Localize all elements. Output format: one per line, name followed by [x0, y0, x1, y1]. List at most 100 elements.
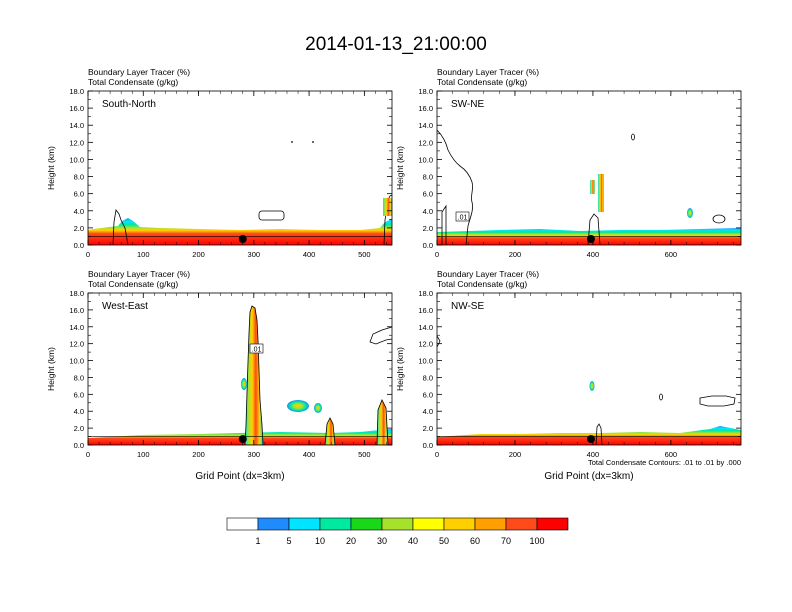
- y-tick-label: 14.0: [418, 323, 433, 332]
- x-tick-label: 500: [358, 450, 371, 459]
- y-tick-label: 0.0: [423, 241, 433, 250]
- y-axis-label: Height (km): [395, 347, 405, 391]
- y-tick-label: 10.0: [418, 357, 433, 366]
- panel-subtitle: Total Condensate (g/kg): [88, 77, 178, 87]
- panel-subtitle: Boundary Layer Tracer (%): [437, 67, 539, 77]
- y-tick-label: 10.0: [418, 155, 433, 164]
- contour-label: .01: [458, 215, 468, 222]
- y-tick-label: 4.0: [423, 207, 433, 216]
- condensate-contour: [437, 335, 441, 348]
- x-tick-label: 0: [86, 250, 90, 259]
- boundary-layer-field: [88, 218, 392, 245]
- y-tick-label: 12.0: [69, 138, 84, 147]
- y-tick-label: 16.0: [69, 306, 84, 315]
- condensate-plume: [324, 417, 336, 445]
- y-tick-label: 2.0: [74, 424, 84, 433]
- figure-title: 2014-01-13_21:00:00: [305, 34, 487, 55]
- x-tick-label: 0: [86, 450, 90, 459]
- x-tick-label: 200: [192, 250, 205, 259]
- condensate-plume: [383, 198, 392, 216]
- x-tick-label: 600: [665, 450, 678, 459]
- y-tick-label: 16.0: [69, 104, 84, 113]
- y-tick-label: 14.0: [69, 323, 84, 332]
- x-tick-label: 0: [435, 250, 439, 259]
- colorbar-swatch: [443, 517, 476, 531]
- y-axis-label: Height (km): [395, 146, 405, 190]
- boundary-layer-field: [437, 426, 741, 445]
- contour-label-box: [455, 211, 470, 222]
- y-tick-label: 8.0: [423, 173, 433, 182]
- y-tick-label: 10.0: [69, 155, 84, 164]
- colorbar-label: 100: [529, 536, 544, 546]
- colorbar-label: 10: [315, 536, 325, 546]
- y-tick-label: 0.0: [423, 441, 433, 450]
- colorbar-swatch: [412, 517, 445, 531]
- condensate-contour: [595, 423, 603, 445]
- panel-sw-ne: .01: [437, 91, 741, 245]
- panel-subtitle: Boundary Layer Tracer (%): [88, 269, 190, 279]
- y-tick-label: 6.0: [423, 190, 433, 199]
- y-tick-label: 0.0: [74, 441, 84, 450]
- colorbar-label: 70: [501, 536, 511, 546]
- y-axis-label: Height (km): [46, 347, 56, 391]
- condensate-contour: [291, 141, 293, 143]
- plot-background: [88, 91, 392, 245]
- y-tick-label: 0.0: [74, 241, 84, 250]
- condensate-contour: [631, 133, 635, 141]
- x-tick-label: 500: [358, 250, 371, 259]
- y-tick-label: 18.0: [418, 289, 433, 298]
- x-tick-label: 300: [248, 450, 261, 459]
- x-tick-label: 100: [137, 450, 150, 459]
- colorbar-label: 30: [377, 536, 387, 546]
- panel-subtitle: Total Condensate (g/kg): [437, 279, 527, 289]
- y-tick-label: 16.0: [418, 306, 433, 315]
- contour-label-box: [249, 343, 264, 354]
- panel-axes-1: 0.0 2.0 4.0 6.0 8.0 10.0 12.0 14.0 16.0 18.0 0 100 2…: [46, 67, 393, 259]
- condensate-contour: [437, 129, 473, 245]
- condensate-plume: [244, 305, 264, 445]
- condensate-contour: [312, 141, 314, 143]
- location-marker: [586, 235, 595, 244]
- y-tick-label: 6.0: [74, 190, 84, 199]
- x-tick-label: 0: [435, 450, 439, 459]
- colorbar-swatch: [350, 517, 383, 531]
- plot-background: [437, 293, 741, 445]
- x-tick-label: 200: [509, 250, 522, 259]
- y-tick-label: 4.0: [74, 407, 84, 416]
- colorbar-swatch: [288, 517, 321, 531]
- x-tick-label: 400: [303, 450, 316, 459]
- panel-nw-se: [437, 293, 741, 445]
- condensate-contour: [258, 210, 285, 221]
- x-tick-label: 200: [509, 450, 522, 459]
- panel-label: South-North: [102, 99, 156, 110]
- colorbar-swatch: [505, 517, 538, 531]
- plot-background: [88, 293, 392, 445]
- condensate-blob: [314, 403, 322, 413]
- y-tick-label: 14.0: [418, 121, 433, 130]
- y-tick-label: 8.0: [423, 373, 433, 382]
- x-tick-label: 400: [303, 250, 316, 259]
- panel-label: NW-SE: [451, 301, 484, 312]
- location-marker: [586, 435, 595, 444]
- y-tick-label: 12.0: [69, 340, 84, 349]
- condensate-contour: [112, 209, 129, 245]
- y-tick-label: 4.0: [74, 207, 84, 216]
- x-axis-label: Grid Point (dx=3km): [544, 471, 633, 482]
- colorbar: 1 5 10 20 30 40 50 60 70 100: [226, 517, 569, 546]
- y-tick-label: 18.0: [418, 87, 433, 96]
- y-tick-label: 18.0: [69, 87, 84, 96]
- y-tick-label: 2.0: [423, 424, 433, 433]
- condensate-contour: [712, 214, 726, 224]
- y-tick-label: 16.0: [418, 104, 433, 113]
- colorbar-label: 1: [255, 536, 260, 546]
- y-tick-label: 12.0: [418, 138, 433, 147]
- panel-west-east: .01: [88, 293, 392, 445]
- x-tick-label: 300: [248, 250, 261, 259]
- colorbar-label: 60: [470, 536, 480, 546]
- condensate-contour: [441, 204, 447, 245]
- location-marker: [238, 435, 247, 444]
- x-tick-label: 400: [587, 450, 600, 459]
- colorbar-swatch: [474, 517, 507, 531]
- panel-subtitle: Total Condensate (g/kg): [88, 279, 178, 289]
- condensate-blob: [241, 378, 247, 390]
